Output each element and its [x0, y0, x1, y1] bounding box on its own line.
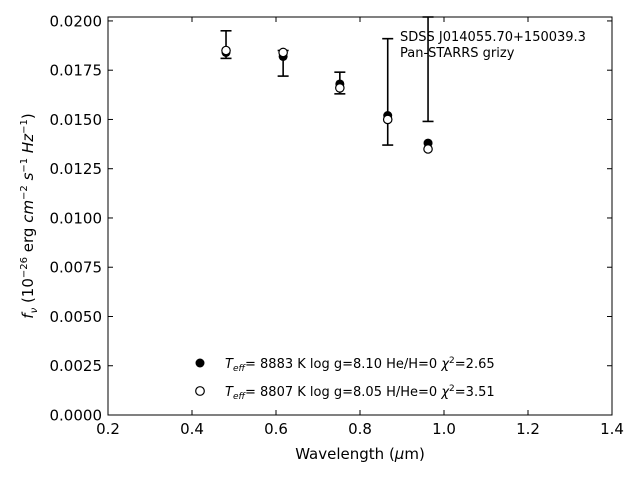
model-point-open — [335, 83, 345, 93]
plot-frame — [107, 16, 613, 416]
y-axis-label: fν (10−26 erg cm−2 s−1 Hz−1) — [19, 113, 40, 318]
x-axis-label: Wavelength (μm) — [295, 445, 425, 463]
y-tick-label: 0.0000 — [50, 407, 103, 425]
x-tick-label: 1.4 — [600, 420, 624, 438]
legend-marker-open — [195, 386, 205, 396]
y-tick-label: 0.0150 — [50, 111, 103, 129]
plot-area: 0.2 0.4 0.6 0.8 1.0 1.2 1.4 0.0000 0.0025 0.0050 0… — [50, 12, 624, 438]
model-point-open — [278, 47, 288, 58]
y-tick-label: 0.0075 — [50, 259, 103, 277]
x-tick-label: 0.2 — [96, 420, 120, 438]
model-point-open — [221, 45, 231, 56]
legend-entry-2: Teff= 8807 K log g=8.05 H/He=0 χ2=3.51 — [225, 384, 495, 402]
y-tick-label: 0.0025 — [50, 357, 103, 375]
model-point-open — [423, 144, 433, 154]
y-tick-label: 0.0200 — [50, 12, 103, 30]
legend: Teff= 8883 K log g=8.10 He/H=0 χ2=2.65 T… — [195, 356, 495, 402]
y-tick-label: 0.0100 — [50, 209, 103, 227]
legend-entry-1: Teff= 8883 K log g=8.10 He/H=0 χ2=2.65 — [225, 356, 495, 374]
y-tick-label: 0.0175 — [50, 62, 103, 80]
x-tick-label: 0.6 — [264, 420, 288, 438]
x-tick-label: 1.2 — [516, 420, 540, 438]
y-tick-label: 0.0050 — [50, 308, 103, 326]
legend-marker-filled — [195, 358, 205, 368]
x-tick-label: 0.4 — [180, 420, 204, 438]
object-name-label: SDSS J014055.70+150039.3 — [400, 30, 586, 45]
x-tick-label: 0.8 — [348, 420, 372, 438]
x-tick-label: 1.0 — [432, 420, 456, 438]
model-point-open — [382, 114, 393, 125]
survey-label: Pan-STARRS grizy — [400, 46, 515, 61]
y-tick-label: 0.0125 — [50, 160, 103, 178]
